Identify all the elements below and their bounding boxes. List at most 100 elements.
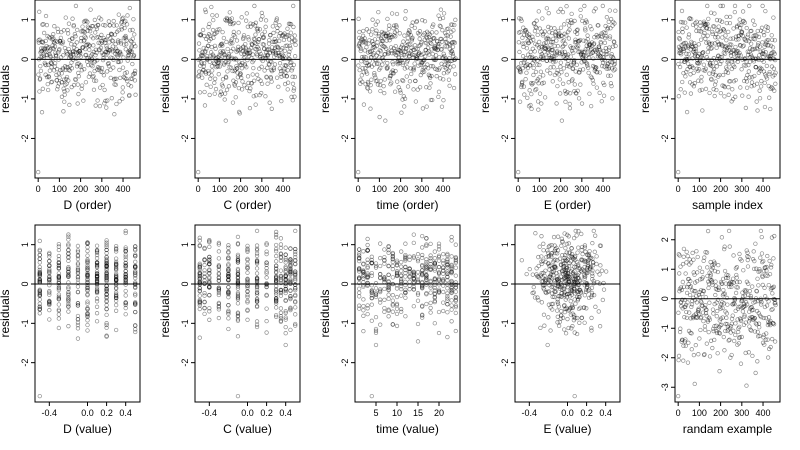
data-point — [562, 49, 567, 55]
plot-frame — [514, 0, 621, 179]
data-point — [201, 61, 207, 66]
data-point — [713, 35, 718, 40]
data-point — [766, 43, 771, 48]
data-point — [36, 38, 41, 43]
data-point — [590, 63, 596, 69]
data-point — [264, 251, 269, 257]
data-point — [529, 56, 534, 61]
data-point — [216, 59, 222, 64]
data-point — [239, 87, 245, 92]
data-point — [696, 78, 701, 83]
data-point — [203, 69, 208, 74]
data-point — [207, 317, 212, 322]
data-point — [677, 36, 682, 41]
data-point — [591, 42, 596, 47]
data-point — [571, 60, 577, 65]
data-point — [527, 266, 532, 272]
data-point — [601, 80, 606, 85]
y-tick-label: -2 — [500, 359, 510, 367]
data-point — [104, 55, 109, 61]
data-point — [729, 99, 734, 104]
data-point — [610, 23, 615, 28]
data-point — [577, 320, 582, 325]
data-point — [273, 52, 279, 57]
data-point — [734, 275, 739, 280]
data-point — [517, 49, 522, 55]
data-point — [94, 269, 100, 274]
data-point — [219, 51, 224, 56]
data-point — [747, 75, 752, 80]
data-point — [689, 43, 694, 49]
data-point — [427, 85, 432, 90]
data-point — [221, 49, 226, 54]
data-point — [414, 55, 419, 60]
data-point — [252, 37, 257, 42]
y-tick-label: -1 — [340, 95, 350, 103]
data-point — [534, 18, 539, 23]
data-point — [114, 101, 119, 107]
data-point — [88, 26, 93, 31]
data-point — [760, 51, 765, 57]
data-point — [382, 77, 387, 82]
data-point — [400, 62, 405, 67]
data-point — [65, 31, 71, 36]
data-point — [559, 70, 564, 75]
data-point — [388, 45, 394, 50]
data-point — [535, 32, 540, 38]
data-point — [112, 32, 118, 37]
data-point — [57, 48, 62, 53]
data-point — [76, 49, 82, 54]
data-point — [66, 255, 71, 260]
data-point — [197, 90, 203, 95]
data-point — [242, 54, 247, 60]
data-point — [228, 65, 234, 70]
data-point — [73, 76, 78, 82]
data-point — [111, 77, 117, 82]
data-point — [38, 68, 44, 73]
data-point — [237, 62, 243, 67]
data-point — [384, 65, 389, 70]
data-point — [133, 329, 138, 335]
data-point — [682, 59, 687, 64]
data-point — [771, 56, 776, 61]
data-point — [216, 249, 222, 254]
data-point — [361, 28, 366, 34]
data-point — [226, 316, 231, 321]
data-point — [406, 31, 412, 37]
data-point — [215, 64, 221, 69]
data-point — [225, 55, 231, 60]
data-point — [245, 24, 250, 29]
data-point — [694, 300, 699, 305]
data-point — [516, 65, 521, 70]
data-point — [429, 47, 434, 52]
data-point — [117, 52, 122, 57]
data-point — [740, 9, 746, 14]
data-point — [699, 54, 704, 59]
data-point — [537, 26, 542, 31]
data-point — [58, 39, 63, 44]
data-point — [226, 54, 231, 59]
data-point — [600, 60, 606, 65]
data-point — [427, 74, 432, 79]
data-point — [745, 34, 750, 40]
data-point — [47, 258, 52, 264]
data-point — [87, 29, 93, 34]
data-point — [208, 76, 213, 81]
data-point — [769, 33, 774, 38]
data-point — [197, 235, 202, 240]
data-point — [753, 56, 758, 61]
data-point — [40, 86, 45, 91]
data-point — [68, 54, 73, 59]
y-tick-label: -2 — [340, 359, 350, 367]
data-point — [547, 55, 552, 61]
data-point — [402, 66, 408, 71]
data-points — [197, 228, 298, 399]
data-point — [743, 76, 749, 81]
data-point — [733, 290, 739, 296]
data-point — [689, 39, 694, 45]
data-point — [750, 46, 755, 52]
data-point — [758, 28, 764, 33]
data-point — [740, 57, 745, 62]
data-point — [612, 67, 618, 72]
data-point — [229, 16, 235, 21]
